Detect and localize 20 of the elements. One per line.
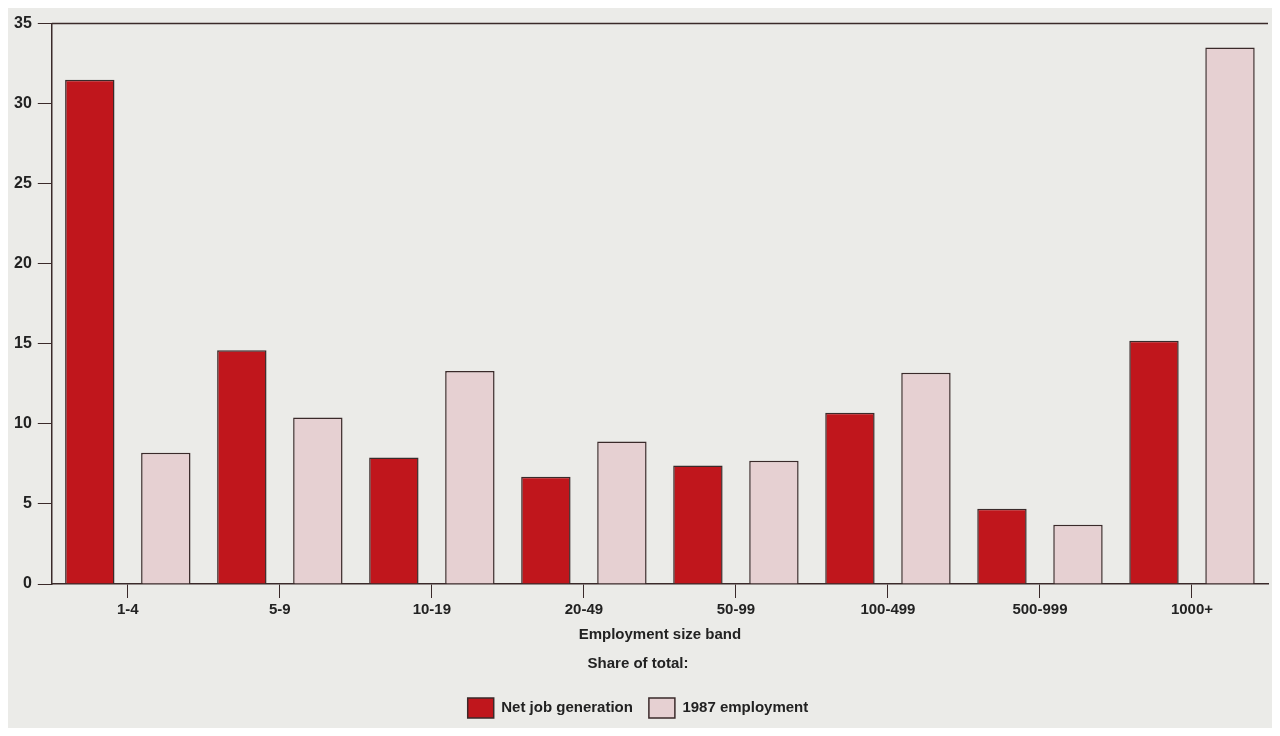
x-tick-label: 5-9 [268, 600, 291, 618]
x-tick-label: 500-999 [1012, 600, 1068, 618]
x-tick-label: 10-19 [412, 600, 452, 618]
y-tick-label: 25 [14, 174, 32, 192]
x-tick-label: 20-49 [564, 600, 604, 618]
x-tick-label: 1000+ [1170, 600, 1214, 618]
y-tick-label: 10 [14, 414, 32, 432]
y-tick-label: 15 [14, 334, 32, 352]
y-tick-label: 30 [14, 94, 32, 112]
y-tick-label: 0 [22, 574, 32, 592]
x-tick-label: 50-99 [716, 600, 756, 618]
legend-label: 1987 employment [682, 698, 809, 716]
x-axis-title: Employment size band [578, 625, 742, 643]
y-tick-label: 5 [22, 494, 32, 512]
legend-title: Share of total: [587, 653, 689, 671]
y-tick-label: 20 [14, 254, 32, 272]
x-tick-label: 100-499 [860, 600, 916, 618]
x-tick-label: 1-4 [116, 600, 140, 618]
legend-label: Net job generation [501, 698, 633, 716]
y-tick-label: 35 [14, 14, 32, 32]
